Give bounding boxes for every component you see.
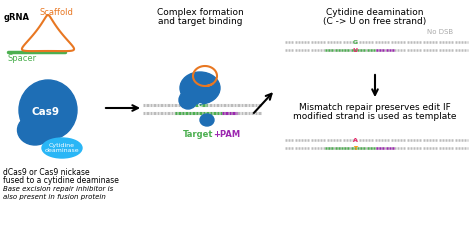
Ellipse shape — [18, 115, 53, 145]
Text: also present in fusion protein: also present in fusion protein — [3, 194, 106, 200]
Text: No DSB: No DSB — [427, 29, 453, 35]
Text: Complex formation: Complex formation — [156, 8, 243, 17]
Text: Target: Target — [183, 130, 213, 139]
Text: +PAM: +PAM — [213, 130, 240, 139]
Text: dCas9 or Cas9 nickase: dCas9 or Cas9 nickase — [3, 168, 90, 177]
Text: modified strand is used as template: modified strand is used as template — [293, 112, 457, 121]
Ellipse shape — [200, 114, 214, 126]
Text: G: G — [353, 39, 357, 44]
Text: (C -> U on free strand): (C -> U on free strand) — [323, 17, 427, 26]
Text: C: C — [198, 103, 202, 108]
Text: A: A — [353, 137, 357, 142]
Ellipse shape — [42, 138, 82, 158]
Ellipse shape — [19, 80, 77, 140]
Text: Cytidine
deaminase: Cytidine deaminase — [45, 143, 79, 153]
Text: Cas9: Cas9 — [32, 107, 60, 117]
Text: and target binding: and target binding — [158, 17, 242, 26]
Text: Scaffold: Scaffold — [40, 8, 74, 17]
Text: gRNA: gRNA — [4, 13, 30, 22]
Text: U: U — [353, 47, 357, 52]
Text: Mismatch repair preserves edit IF: Mismatch repair preserves edit IF — [299, 103, 451, 112]
Text: fused to a cytidine deaminase: fused to a cytidine deaminase — [3, 176, 119, 185]
Ellipse shape — [179, 91, 197, 109]
Text: T: T — [353, 145, 357, 150]
Text: Spacer: Spacer — [8, 54, 37, 63]
Text: Cytidine deamination: Cytidine deamination — [326, 8, 424, 17]
Ellipse shape — [180, 72, 220, 104]
Text: Base excision repair inhibitor is: Base excision repair inhibitor is — [3, 186, 113, 192]
